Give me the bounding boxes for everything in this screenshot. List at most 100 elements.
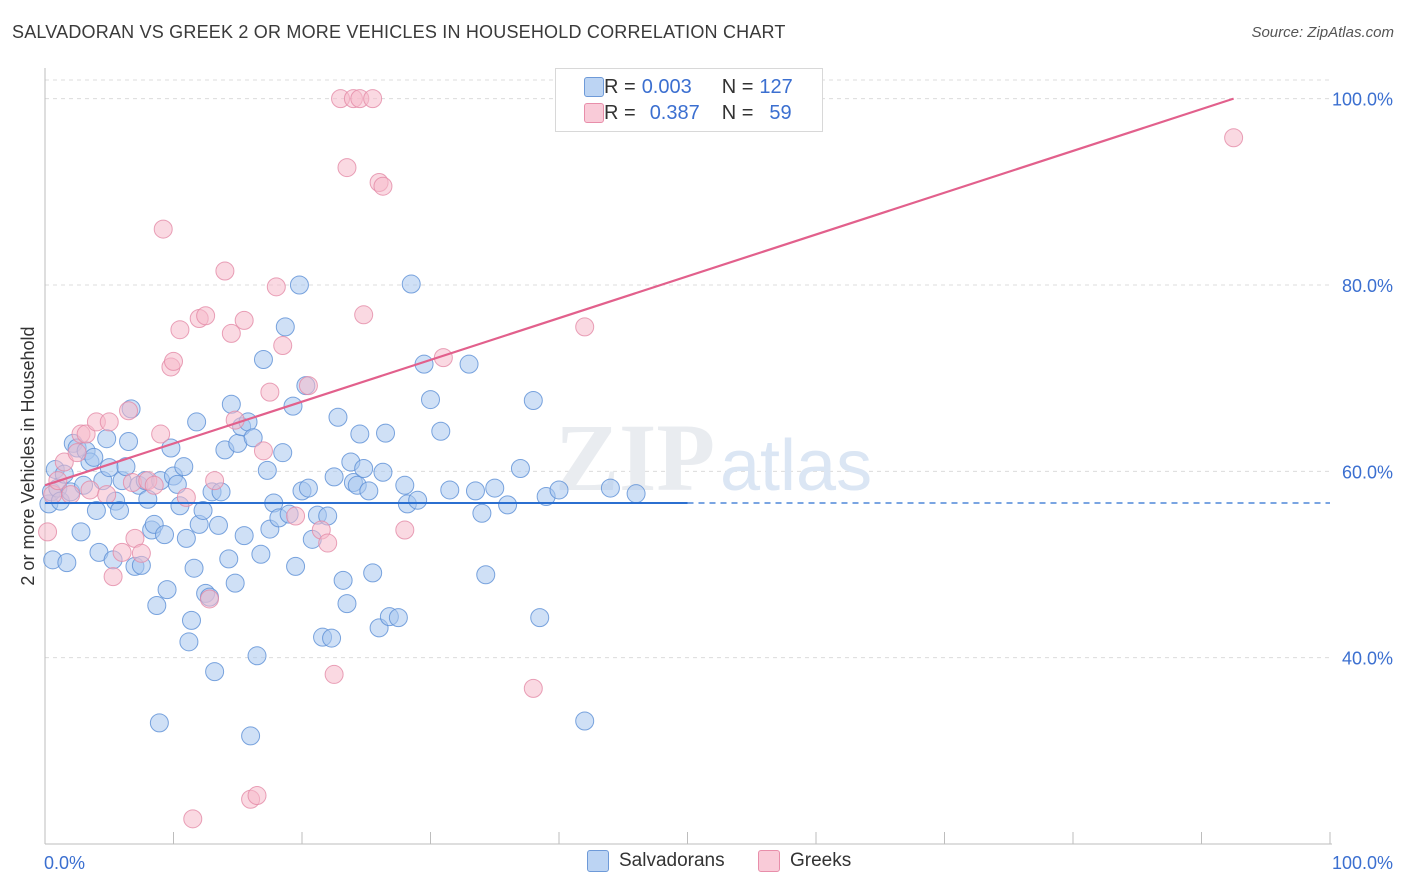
greek-point — [253, 441, 273, 461]
watermark-atlas: atlas — [720, 426, 872, 506]
greek-point — [76, 424, 96, 444]
greek-point — [99, 412, 119, 432]
x-tick-label: 100.0% — [1332, 853, 1393, 873]
salvadoran-point — [322, 628, 342, 648]
salvadoran-point — [575, 711, 595, 731]
salvadoran-point — [408, 490, 428, 510]
grid-lines — [45, 79, 1330, 659]
salvadoran-point — [465, 481, 485, 501]
bottom-legend-swatch-pink — [758, 850, 780, 872]
greek-point — [247, 786, 267, 806]
salvadoran-point — [523, 391, 543, 411]
salvadoran-point — [243, 428, 263, 448]
y-tick-label: 60.0% — [1342, 462, 1393, 482]
salvadoran-point — [476, 565, 496, 585]
salvadoran-point — [273, 443, 293, 463]
salvadoran-point — [110, 500, 130, 520]
legend-n-value: 127 — [759, 75, 793, 98]
salvadoran-point — [71, 522, 91, 542]
salvadoran-point — [431, 421, 451, 441]
greek-point — [215, 261, 235, 281]
salvadoran-point — [289, 275, 309, 295]
salvadoran-point — [86, 500, 106, 520]
legend-swatch-blue — [584, 77, 604, 97]
greek-point — [151, 424, 171, 444]
salvadoran-point — [179, 632, 199, 652]
salvadoran-point — [225, 573, 245, 593]
salvadoran-point — [485, 478, 505, 498]
salvadoran-point — [350, 424, 370, 444]
bottom-legend-salvadorans: Salvadorans — [587, 850, 725, 872]
greek-point — [61, 485, 81, 505]
y-tick-label: 40.0% — [1342, 649, 1393, 669]
salvadoran-point — [363, 563, 383, 583]
greek-point — [286, 506, 306, 526]
salvadoran-point — [283, 396, 303, 416]
greek-point — [318, 533, 338, 553]
salvadoran-point — [626, 484, 646, 504]
data-points — [38, 89, 1244, 829]
salvadoran-point — [472, 503, 492, 523]
salvadoran-point — [333, 570, 353, 590]
salvadoran-point — [275, 317, 295, 337]
bottom-legend-label: Salvadorans — [619, 850, 725, 871]
salvadoran-point — [208, 515, 228, 535]
salvadoran-point — [157, 580, 177, 600]
greek-point — [298, 376, 318, 396]
salvadoran-point — [84, 447, 104, 467]
greek-point — [363, 89, 383, 109]
greek-point — [164, 351, 183, 371]
salvadoran-point — [376, 423, 396, 443]
greek-point — [80, 480, 100, 500]
greek-point — [575, 317, 595, 337]
salvadoran-point — [337, 594, 357, 614]
salvadoran-point — [241, 726, 261, 746]
salvadoran-point — [510, 459, 530, 479]
y-tick-label: 100.0% — [1332, 90, 1393, 110]
salvadoran-point — [328, 407, 348, 427]
greek-point — [273, 336, 293, 356]
greek-point — [119, 401, 139, 421]
bottom-legend-greeks: Greeks — [758, 850, 851, 872]
greek-point — [324, 664, 344, 684]
salvadoran-point — [388, 608, 408, 628]
y-tick-label: 80.0% — [1342, 276, 1393, 296]
salvadoran-point — [205, 662, 225, 682]
salvadoran-point — [184, 558, 204, 578]
salvadoran-point — [57, 553, 77, 573]
legend-r-value: 0.003 — [641, 75, 692, 98]
salvadoran-point — [247, 646, 267, 666]
y-axis-label: 2 or more Vehicles in Household — [18, 326, 38, 585]
greek-point — [103, 567, 123, 587]
salvadoran-point — [187, 412, 207, 432]
legend-r-value: 0.387 — [649, 101, 700, 124]
salvadoran-point — [147, 595, 167, 615]
legend-n-label: N = — [721, 101, 754, 124]
bottom-legend-label: Greeks — [790, 850, 852, 871]
salvadoran-point — [193, 500, 213, 520]
salvadoran-point — [459, 354, 479, 374]
greek-point — [1224, 128, 1244, 148]
salvadoran-point — [359, 481, 379, 501]
source-label: Source: ZipAtlas.com — [1251, 24, 1394, 41]
legend-r-label: R = — [604, 75, 636, 98]
trend-lines — [44, 97, 1330, 504]
salvadoran-point — [155, 525, 175, 545]
greek-point — [170, 320, 190, 340]
salvadoran-point — [298, 478, 318, 498]
salvadoran-point — [354, 459, 374, 479]
legend-row-salvadorans: R = 0.003 N = 127 — [584, 74, 793, 100]
salvadoran-point — [530, 608, 550, 628]
bottom-legend-swatch-blue — [587, 850, 609, 872]
salvadoran-point — [286, 556, 306, 576]
greek-point — [337, 158, 357, 178]
salvadoran-point — [176, 528, 196, 548]
greek-point — [199, 589, 219, 609]
salvadoran-point — [149, 713, 169, 733]
greek-point — [266, 277, 286, 297]
greek-trend-line — [44, 97, 1234, 487]
salvadoran-point — [549, 480, 569, 500]
greek-point — [67, 443, 87, 463]
greek-point — [373, 176, 393, 196]
greek-point — [260, 382, 280, 402]
